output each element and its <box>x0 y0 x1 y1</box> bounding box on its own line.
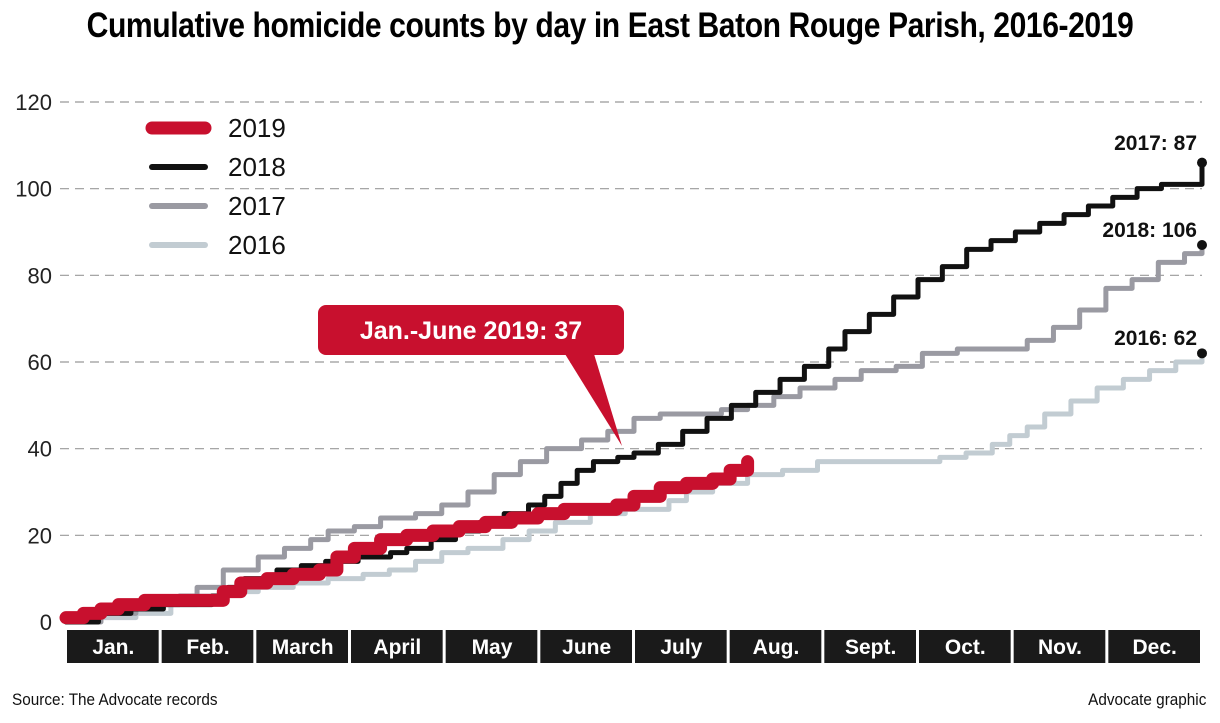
series-line-2019 <box>59 455 755 625</box>
end-label: 2016: 62 <box>1114 327 1197 350</box>
y-tick-label: 0 <box>40 610 52 635</box>
end-dot <box>1197 157 1207 168</box>
y-tick-label: 120 <box>15 90 52 115</box>
month-label: Jan. <box>92 636 134 659</box>
series-lines <box>59 160 1205 625</box>
series-line-2017 <box>63 242 1205 625</box>
month-label: March <box>272 636 334 659</box>
callout-box <box>318 305 624 355</box>
month-cell <box>919 630 1011 663</box>
end-label: 2017: 87 <box>1114 132 1197 155</box>
y-tick-label: 40 <box>28 437 52 462</box>
legend-label: 2019 <box>228 113 286 143</box>
end-dot <box>1197 348 1207 359</box>
legend-label: 2018 <box>228 152 286 182</box>
month-cell <box>1108 630 1200 663</box>
month-cell <box>635 630 727 663</box>
month-cell <box>161 630 254 663</box>
month-cell <box>67 630 159 663</box>
month-label: May <box>472 636 513 659</box>
end-label: 2018: 106 <box>1102 219 1197 242</box>
month-label: Nov. <box>1038 636 1082 659</box>
legend-label: 2016 <box>228 230 286 260</box>
grid-lines <box>60 101 1202 536</box>
month-cell <box>351 630 443 663</box>
month-cell <box>824 630 916 663</box>
annotation-callout: Jan.-June 2019: 37 <box>318 305 624 446</box>
month-cell <box>256 630 348 663</box>
source-note: Source: The Advocate records <box>12 690 218 709</box>
month-bar: Jan. Feb. March April May June July Aug. Sept. Oc… <box>67 630 1200 663</box>
chart-title: Cumulative homicide counts by day in Eas… <box>86 6 1134 45</box>
callout-label: Jan.-June 2019: 37 <box>360 317 582 345</box>
end-labels: 2017: 87 2018: 106 2016: 62 <box>1102 132 1207 359</box>
legend: 2019 2018 2017 2016 <box>145 113 286 260</box>
month-label: June <box>562 636 611 659</box>
month-label: Sept. <box>845 636 896 659</box>
y-tick-label: 100 <box>15 177 52 202</box>
y-tick-labels: 0 20 40 60 80 100 120 <box>15 90 52 635</box>
y-tick-label: 60 <box>28 350 52 375</box>
callout-pointer <box>565 354 622 446</box>
month-label: July <box>660 636 702 659</box>
month-label: Oct. <box>945 636 986 659</box>
month-cell <box>729 630 822 663</box>
month-label: Dec. <box>1132 636 1176 659</box>
end-dot <box>1197 240 1207 250</box>
legend-label: 2017 <box>228 191 286 221</box>
month-cell <box>1013 630 1106 663</box>
month-label: April <box>373 636 421 659</box>
month-cell <box>445 630 538 663</box>
y-tick-label: 80 <box>28 263 52 288</box>
month-label: Feb. <box>186 636 229 659</box>
month-cell <box>540 630 632 663</box>
credit-note: Advocate graphic <box>1087 690 1206 709</box>
month-label: Aug. <box>753 636 800 659</box>
y-tick-label: 20 <box>28 523 52 548</box>
